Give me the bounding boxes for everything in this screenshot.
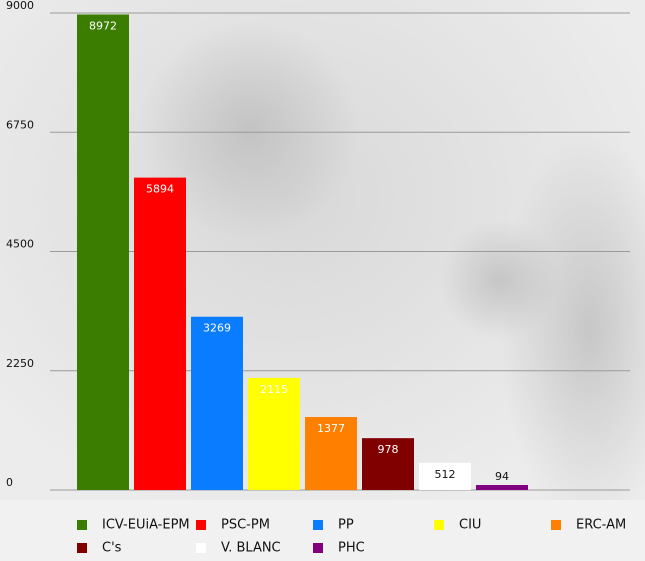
legend-label: PP xyxy=(338,518,354,533)
data-label: 8972 xyxy=(89,19,117,32)
legend-label: C's xyxy=(102,541,122,556)
data-label: 1377 xyxy=(317,422,345,435)
legend-swatch xyxy=(77,520,87,530)
data-label: 978 xyxy=(378,443,399,456)
bar xyxy=(191,317,243,490)
legend-label: PHC xyxy=(338,541,365,556)
legend-swatch xyxy=(196,520,206,530)
legend-swatch xyxy=(77,543,87,553)
legend-swatch xyxy=(313,520,323,530)
y-tick-label: 9000 xyxy=(6,0,34,12)
legend-label: PSC-PM xyxy=(221,518,270,533)
y-tick-label: 0 xyxy=(6,476,13,489)
data-label: 5894 xyxy=(146,183,174,196)
legend-label: V. BLANC xyxy=(221,541,281,556)
legend-swatch xyxy=(434,520,444,530)
y-tick-label: 6750 xyxy=(6,118,34,131)
chart: 0 2250 4500 6750 9000 8972 5894 3269 2115 1377 978… xyxy=(0,0,645,561)
data-label: 512 xyxy=(435,468,456,481)
data-label: 2115 xyxy=(260,383,288,396)
legend-label: ERC-AM xyxy=(576,518,626,533)
data-label: 3269 xyxy=(203,322,231,335)
legend-label: ICV-EUiA-EPM xyxy=(102,518,190,533)
legend-swatch xyxy=(196,543,206,553)
legend-swatch xyxy=(313,543,323,553)
bar xyxy=(134,178,186,490)
photo-shape xyxy=(440,220,560,340)
bar xyxy=(77,14,129,490)
y-tick-label: 2250 xyxy=(6,357,34,370)
legend-swatch xyxy=(551,520,561,530)
legend-label: CIU xyxy=(459,518,481,533)
bar xyxy=(476,485,528,490)
data-label: 94 xyxy=(495,470,509,483)
y-tick-label: 4500 xyxy=(6,238,34,251)
